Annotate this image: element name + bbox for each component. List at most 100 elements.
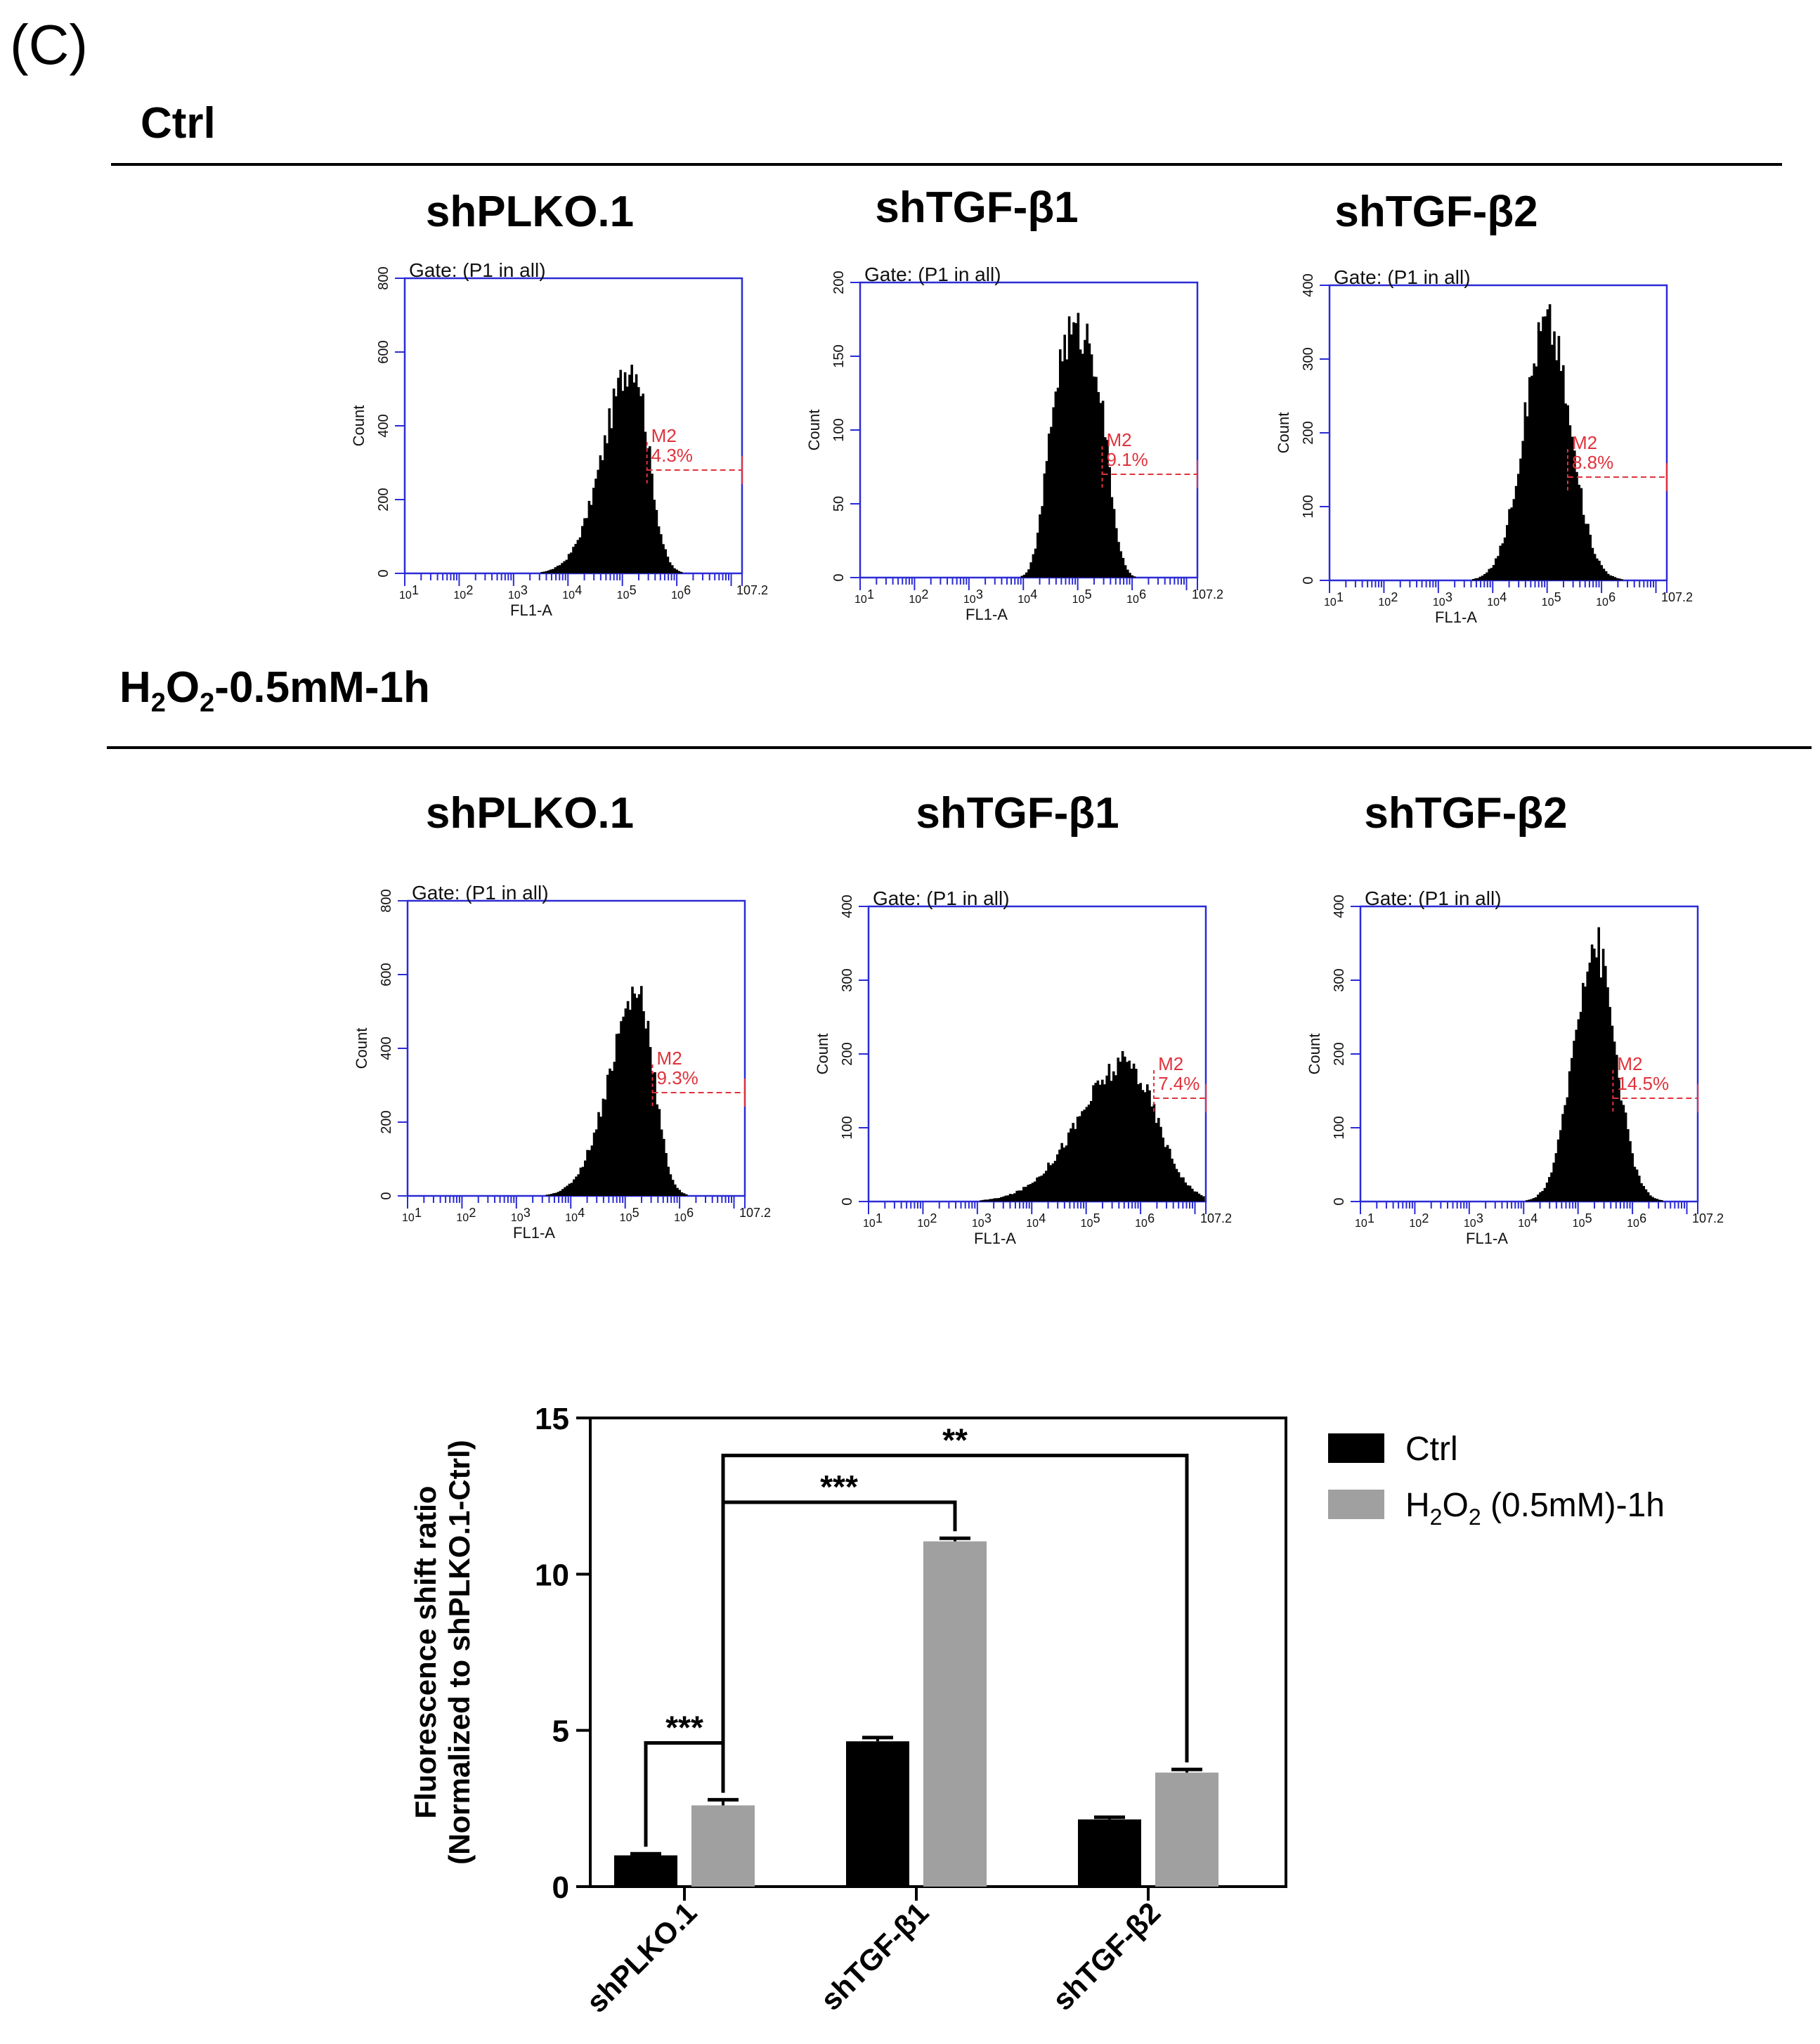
marker-label: M2 <box>657 1048 682 1069</box>
section-divider <box>107 746 1812 749</box>
x-tick-label: 10 <box>1135 1218 1148 1230</box>
y-tick-label: 200 <box>1332 1042 1347 1065</box>
y-axis-label: Count <box>353 1028 370 1069</box>
bar <box>923 1541 987 1887</box>
y-tick-label: 0 <box>379 1192 394 1199</box>
marker-label: M2 <box>1107 429 1132 450</box>
gate-label: Gate: (P1 in all) <box>409 259 546 281</box>
x-tick-exponent: 1 <box>867 587 874 601</box>
x-tick-label: 10 <box>562 590 575 601</box>
x-tick-label: 10 <box>1081 1218 1093 1230</box>
x-tick-exponent: 3 <box>1476 1211 1483 1225</box>
x-tick-exponent: 1 <box>876 1211 883 1225</box>
histogram-plot: Gate: (P1 in all) 0 200 400 600 800 Count 10 1 10… <box>337 253 773 619</box>
x-tick-exponent: 4 <box>1039 1211 1046 1225</box>
x-tick-label: 10 <box>1573 1218 1585 1230</box>
legend-text: (0.5mM)-1h <box>1481 1487 1665 1524</box>
x-tick-label: 10 <box>863 1218 876 1230</box>
x-tick-exponent: 107.2 <box>1192 587 1223 601</box>
x-tick-label: 10 <box>1487 597 1500 608</box>
hist-title: shPLKO.1 <box>425 789 635 838</box>
marker-label: M2 <box>1158 1053 1183 1074</box>
y-tick-label: 100 <box>1301 495 1316 518</box>
marker-label: M2 <box>651 425 677 446</box>
x-tick-exponent: 3 <box>524 1206 531 1220</box>
histogram-bars <box>1526 927 1663 1202</box>
x-tick-exponent: 6 <box>684 583 691 597</box>
significance-label: *** <box>820 1469 858 1505</box>
title-sub-1: 2 <box>150 688 166 718</box>
y-axis-label: Count <box>805 410 823 451</box>
x-tick-exponent: 4 <box>1500 590 1507 604</box>
legend-text: O <box>1442 1487 1468 1524</box>
x-tick-exponent: 5 <box>1093 1211 1100 1225</box>
y-tick-label: 600 <box>376 340 391 363</box>
y-tick-label: 400 <box>1301 273 1316 297</box>
plot-frame <box>406 899 746 1197</box>
x-tick-label: 10 <box>1409 1218 1422 1230</box>
significance-label: *** <box>665 1709 703 1745</box>
x-tick-exponent: 6 <box>1148 1211 1155 1225</box>
histogram-bars <box>1020 313 1136 578</box>
x-tick-exponent: 6 <box>687 1206 694 1220</box>
bar <box>614 1855 677 1887</box>
y-tick-label: 0 <box>1301 576 1316 584</box>
x-tick-label: 10 <box>1627 1218 1639 1230</box>
x-tick-label: 10 <box>1433 597 1445 608</box>
x-tick-exponent: 5 <box>1554 590 1561 604</box>
histogram-plot: Gate: (P1 in all) 0 50 100 150 200 Count 10 1 10 2… <box>793 257 1228 630</box>
x-tick-label: 10 <box>909 594 921 606</box>
x-tick-label: 10 <box>1542 597 1554 608</box>
x-tick-label: 10 <box>1518 1218 1530 1230</box>
histogram-plot: Gate: (P1 in all) 0 100 200 300 400 Count 10 1 10… <box>801 881 1237 1254</box>
plot-frame <box>859 281 1199 579</box>
marker-label: M2 <box>1572 432 1597 453</box>
bar <box>691 1805 755 1887</box>
y-tick-label: 5 <box>552 1714 569 1749</box>
x-tick-exponent: 2 <box>466 583 473 597</box>
histogram-plot: Gate: (P1 in all) 0 100 200 300 400 Count 10 1 10… <box>1262 260 1698 632</box>
title-tail: -0.5mM-1h <box>214 663 430 712</box>
x-tick-exponent: 4 <box>578 1206 585 1220</box>
y-axis-label: Fluorescence shift ratio <box>409 1486 442 1819</box>
hist-title: shTGF-β2 <box>1334 188 1538 236</box>
marker-percent: 7.4% <box>1158 1073 1200 1094</box>
x-tick-exponent: 3 <box>976 587 983 601</box>
x-axis-label: FL1-A <box>510 601 552 619</box>
significance-label: ** <box>942 1421 968 1458</box>
marker-percent: 9.3% <box>657 1067 698 1088</box>
x-tick-exponent: 5 <box>1585 1211 1592 1225</box>
x-tick-exponent: 2 <box>1422 1211 1429 1225</box>
section-title-ctrl: Ctrl <box>141 98 216 148</box>
x-tick-label: 10 <box>456 1212 469 1224</box>
bar <box>1155 1772 1218 1887</box>
section-title-h2o2: H2O2-0.5mM-1h <box>119 663 430 718</box>
x-tick-exponent: 5 <box>630 583 637 597</box>
legend-subscript: 2 <box>1469 1504 1481 1530</box>
x-tick-label: 10 <box>1596 597 1608 608</box>
title-h: H <box>119 663 151 712</box>
x-tick-label: 10 <box>565 1212 578 1224</box>
gate-label: Gate: (P1 in all) <box>1334 266 1471 288</box>
x-tick-exponent: 6 <box>1639 1211 1646 1225</box>
y-axis-label: Count <box>1306 1034 1323 1075</box>
y-tick-label: 200 <box>1301 421 1316 444</box>
y-tick-label: 100 <box>831 418 847 441</box>
x-tick-label: 10 <box>620 1212 632 1224</box>
y-tick-label: 150 <box>831 344 847 367</box>
title-sub-2: 2 <box>200 688 215 718</box>
x-tick-exponent: 107.2 <box>736 583 768 597</box>
x-tick-exponent: 1 <box>415 1206 422 1220</box>
marker-percent: 9.1% <box>1107 449 1148 470</box>
legend-text: H <box>1405 1487 1430 1524</box>
marker-percent: 8.8% <box>1572 452 1613 473</box>
x-tick-exponent: 1 <box>1367 1211 1374 1225</box>
y-tick-label: 400 <box>840 894 855 918</box>
title-o: O <box>165 663 200 712</box>
x-tick-label: 10 <box>963 594 976 606</box>
histogram-bars <box>545 986 688 1196</box>
